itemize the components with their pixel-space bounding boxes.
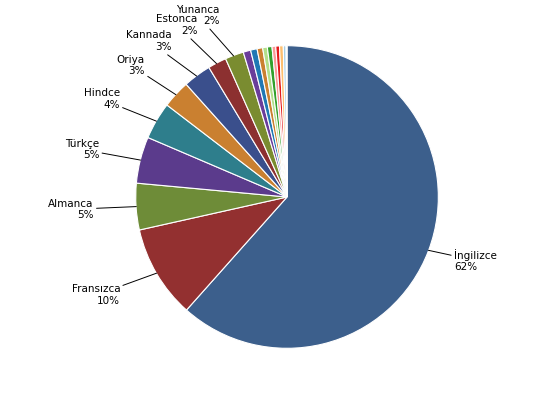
Text: İngilizce
62%: İngilizce 62% [428, 249, 497, 272]
Wedge shape [251, 49, 287, 197]
Wedge shape [140, 197, 287, 310]
Wedge shape [279, 46, 287, 197]
Wedge shape [275, 46, 287, 197]
Text: Oriya
3%: Oriya 3% [117, 55, 176, 95]
Text: Estonca
2%: Estonca 2% [156, 15, 216, 63]
Text: Hindce
4%: Hindce 4% [84, 89, 156, 121]
Text: Kannada
3%: Kannada 3% [126, 30, 197, 76]
Wedge shape [186, 67, 287, 197]
Wedge shape [243, 50, 287, 197]
Wedge shape [263, 47, 287, 197]
Wedge shape [286, 46, 287, 197]
Wedge shape [272, 46, 287, 197]
Text: Yunanca
2%: Yunanca 2% [176, 5, 233, 56]
Text: Almanca
5%: Almanca 5% [49, 199, 136, 220]
Wedge shape [283, 46, 287, 197]
Text: Fransızca
10%: Fransızca 10% [72, 273, 157, 306]
Wedge shape [148, 105, 287, 197]
Wedge shape [167, 84, 287, 197]
Wedge shape [136, 138, 287, 197]
Wedge shape [267, 46, 287, 197]
Wedge shape [226, 52, 287, 197]
Wedge shape [187, 46, 438, 348]
Wedge shape [136, 183, 287, 230]
Wedge shape [209, 59, 287, 197]
Text: Türkçe
5%: Türkçe 5% [65, 139, 141, 160]
Wedge shape [257, 48, 287, 197]
